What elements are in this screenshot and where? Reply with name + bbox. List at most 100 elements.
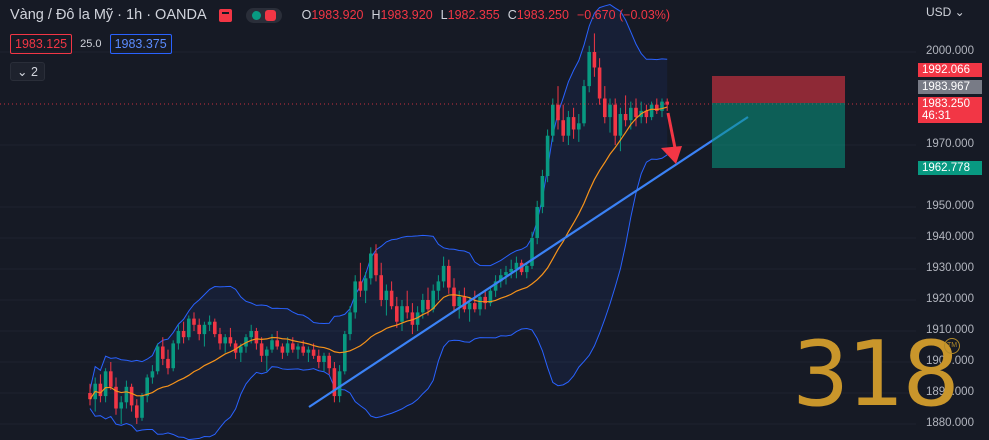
candle (218, 327, 222, 350)
ma-line (89, 106, 668, 400)
ohlc-close-key: C (507, 8, 517, 22)
candle-body (218, 334, 222, 344)
candle (618, 107, 623, 152)
candle (332, 362, 337, 403)
price-tick-label: 1910.000 (926, 324, 974, 336)
candle (493, 275, 498, 297)
price-tick-label: 2000.000 (926, 45, 974, 57)
candle (389, 281, 394, 310)
candle-body (363, 278, 368, 291)
candle (405, 290, 409, 319)
candle-body (259, 343, 264, 356)
candle (441, 256, 446, 288)
candle (473, 290, 477, 313)
candle (353, 275, 357, 319)
candle (306, 346, 311, 362)
candle (660, 98, 664, 118)
candle-body (478, 296, 482, 310)
candle-body (571, 117, 576, 130)
candle (176, 324, 181, 350)
candle-body (176, 331, 181, 344)
candle-body (296, 346, 300, 350)
candle-body (187, 318, 191, 338)
candle-body (233, 343, 238, 353)
candle-body (337, 371, 342, 397)
candle (556, 86, 560, 130)
candle-body (608, 104, 612, 118)
market-status-pill[interactable] (245, 7, 282, 23)
candle (150, 365, 155, 384)
candle (275, 331, 279, 350)
price-tick-label: 1930.000 (926, 262, 974, 274)
candles (88, 33, 669, 424)
candle (415, 306, 420, 331)
chevron-down-icon: ⌄ (951, 5, 965, 19)
candle (613, 98, 617, 145)
buy-button[interactable]: 1983.375 (109, 34, 172, 54)
candle-body (493, 281, 498, 291)
candle-body (280, 346, 285, 353)
candle-body (561, 120, 565, 136)
candle (98, 374, 103, 403)
candle (452, 278, 456, 313)
candle (202, 321, 207, 347)
price-tick-label: 1880.000 (926, 417, 974, 429)
candle (649, 101, 654, 121)
market-open-icon (251, 10, 261, 20)
candle (343, 331, 347, 375)
candle (228, 327, 233, 347)
price-tick-label: 1890.000 (926, 386, 974, 398)
ohlc-low-key: L (440, 8, 448, 22)
candle-body (166, 358, 170, 369)
flag-icon[interactable] (218, 8, 232, 22)
candle-body (410, 312, 415, 325)
sell-button[interactable]: 1983.125 (10, 34, 73, 54)
candle (525, 262, 529, 279)
candle (140, 393, 144, 421)
candle-body (587, 52, 591, 87)
watermark-logo: 318 (792, 322, 960, 427)
candle (327, 352, 331, 375)
candle-body (384, 290, 389, 300)
candle (244, 334, 248, 353)
candle-body (483, 296, 487, 304)
candle (379, 262, 383, 307)
indicators-toggle[interactable]: ⌄ 2 (10, 62, 45, 81)
candle-body (171, 343, 175, 369)
candle-body (509, 269, 513, 273)
candle (358, 262, 363, 297)
candle (114, 377, 118, 415)
candle-body (623, 114, 628, 121)
candle-body (441, 265, 446, 282)
candle-body (436, 281, 441, 291)
candle (119, 396, 123, 424)
candle-body (426, 300, 430, 310)
candle (291, 337, 295, 353)
candle (566, 110, 571, 145)
symbol-title[interactable]: Vàng / Đô la Mỹ · 1h · OANDA (10, 7, 207, 23)
candle-body (103, 371, 108, 397)
price-tick-label: 1970.000 (926, 138, 974, 150)
candle-body (291, 343, 295, 350)
candle (337, 365, 342, 403)
candle (623, 95, 628, 127)
candle (540, 169, 545, 214)
candle-body (634, 107, 638, 118)
candle (265, 346, 269, 372)
price-tick-label: 1900.000 (926, 355, 974, 367)
candle (410, 303, 415, 335)
candle (447, 259, 451, 294)
candle-body (358, 281, 363, 291)
candle-body (155, 346, 160, 372)
candle-body (421, 300, 425, 313)
candle-body (145, 377, 149, 397)
currency-selector[interactable]: USD ⌄ (926, 5, 965, 19)
candle (322, 352, 326, 372)
ohlc-open-key: O (301, 8, 312, 22)
candle (88, 383, 92, 406)
candle-body (566, 117, 571, 136)
candle (384, 284, 389, 316)
candle-body (545, 135, 550, 176)
